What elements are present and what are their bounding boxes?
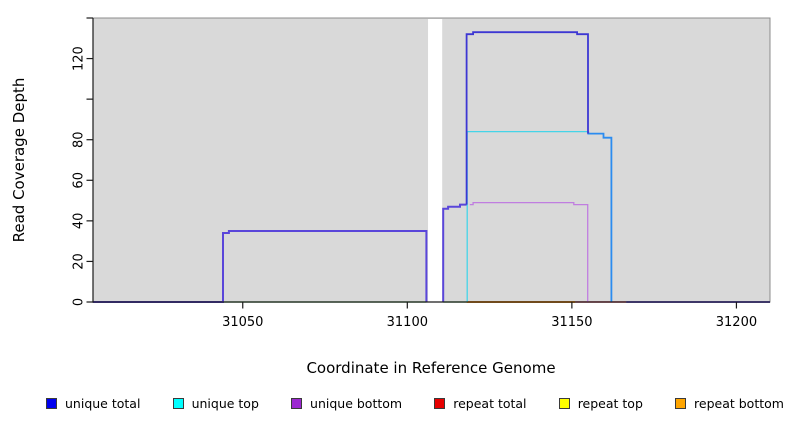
x-tick-label: 31150 [551,315,592,330]
x-axis-title: Coordinate in Reference Genome [306,359,555,377]
legend-item-repeat-bottom: repeat bottom [675,396,784,411]
y-tick-label: 60 [72,172,87,189]
legend-label: unique bottom [310,396,403,411]
legend-label: repeat total [453,396,527,411]
y-tick-label: 40 [72,213,87,230]
legend-swatch-icon [675,398,687,409]
legend-label: repeat bottom [694,396,784,411]
coverage-gap-band [428,19,443,302]
legend-swatch-icon [434,398,446,409]
legend-item-unique-bottom: unique bottom [291,396,402,411]
legend-swatch-icon [291,398,303,409]
x-axis-tick-labels: 31050 31100 31150 31200 [222,315,757,330]
x-tick-label: 31200 [716,315,757,330]
legend-swatch-icon [172,398,184,409]
y-tick-label: 20 [72,253,87,270]
legend-item-repeat-top: repeat top [558,396,643,411]
series-line-unique-bottom [469,201,589,302]
legend-item-repeat-total: repeat total [434,396,527,411]
y-tick-label: 0 [72,298,87,306]
legend-item-unique-total: unique total [46,396,140,411]
y-axis-tick-labels: 0 20 40 60 80 120 [72,46,87,306]
series-line-unique-total-gap-step [442,203,467,302]
legend-swatch-icon [46,398,57,409]
y-axis-title: Read Coverage Depth [10,78,28,243]
legend-swatch-icon [558,398,570,409]
legend-label: unique top [191,396,259,411]
y-tick-label: 120 [72,46,87,71]
y-axis-ticks [86,17,93,303]
legend: unique total unique top unique bottom repea… [46,396,784,411]
x-axis-ticks [242,302,738,309]
legend-label: unique total [65,396,141,411]
legend-label: repeat top [577,396,643,411]
series-line-unique-total-peak [465,31,589,205]
x-tick-label: 31100 [387,315,428,330]
y-tick-label: 80 [72,131,87,148]
x-tick-label: 31050 [222,315,263,330]
legend-item-unique-top: unique top [172,396,259,411]
